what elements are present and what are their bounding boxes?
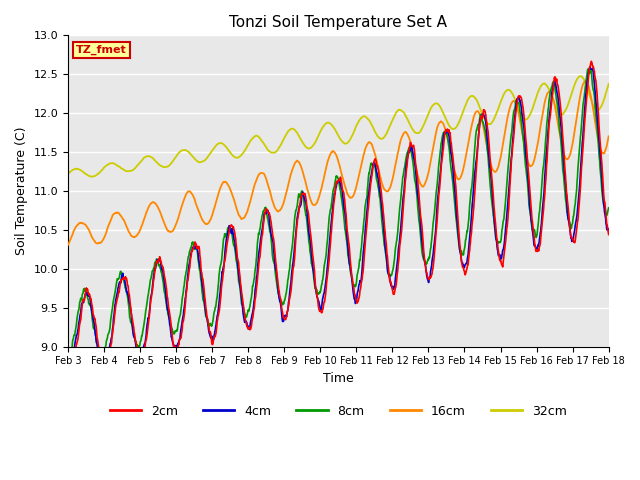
Y-axis label: Soil Temperature (C): Soil Temperature (C) bbox=[15, 127, 28, 255]
Title: Tonzi Soil Temperature Set A: Tonzi Soil Temperature Set A bbox=[229, 15, 447, 30]
X-axis label: Time: Time bbox=[323, 372, 354, 385]
Legend: 2cm, 4cm, 8cm, 16cm, 32cm: 2cm, 4cm, 8cm, 16cm, 32cm bbox=[105, 400, 572, 423]
Text: TZ_fmet: TZ_fmet bbox=[76, 45, 127, 55]
